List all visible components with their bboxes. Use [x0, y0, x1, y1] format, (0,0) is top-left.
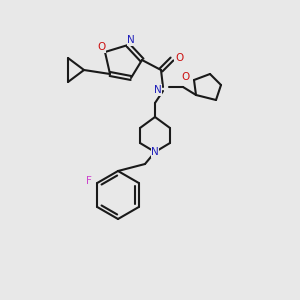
Text: N: N — [127, 35, 135, 45]
Text: O: O — [182, 72, 190, 82]
Text: N: N — [154, 85, 162, 95]
Text: N: N — [151, 147, 159, 157]
Text: F: F — [86, 176, 92, 186]
Text: O: O — [97, 42, 105, 52]
Text: O: O — [175, 53, 183, 63]
